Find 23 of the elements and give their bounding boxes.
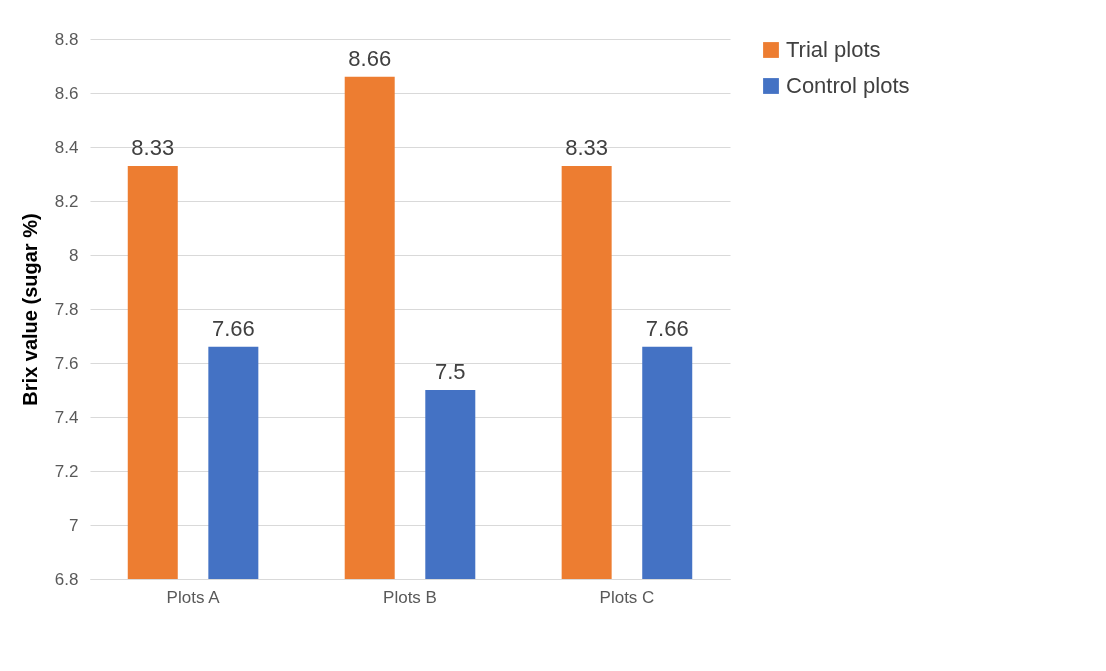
y-tick-label: 7.4 xyxy=(54,407,79,427)
y-tick-label: 8.4 xyxy=(54,137,79,157)
data-label: 8.66 xyxy=(348,45,392,71)
data-label: 8.33 xyxy=(131,134,175,160)
y-tick-label: 7.6 xyxy=(54,353,79,373)
y-tick-label: 8.2 xyxy=(54,191,79,211)
y-tick-label: 7 xyxy=(69,515,79,535)
y-tick-label: 8.6 xyxy=(54,83,79,103)
data-label: 8.33 xyxy=(565,134,609,160)
x-tick-label: Plots B xyxy=(383,587,437,607)
y-tick-label: 7.2 xyxy=(54,461,79,481)
y-tick-label: 7.8 xyxy=(54,299,79,319)
x-tick-label: Plots A xyxy=(166,587,221,607)
x-tick-label: Plots C xyxy=(599,587,655,607)
y-tick-label: 6.8 xyxy=(54,569,79,589)
y-axis-title: Brix value (sugar %) xyxy=(18,213,41,406)
legend-label: Control plots xyxy=(786,73,910,98)
data-label: 7.66 xyxy=(645,315,689,341)
y-tick-label: 8 xyxy=(69,245,79,265)
y-tick-label: 8.8 xyxy=(54,29,79,49)
legend-label: Trial plots xyxy=(786,37,881,62)
data-label: 7.5 xyxy=(434,359,466,384)
data-label: 7.66 xyxy=(211,315,255,341)
